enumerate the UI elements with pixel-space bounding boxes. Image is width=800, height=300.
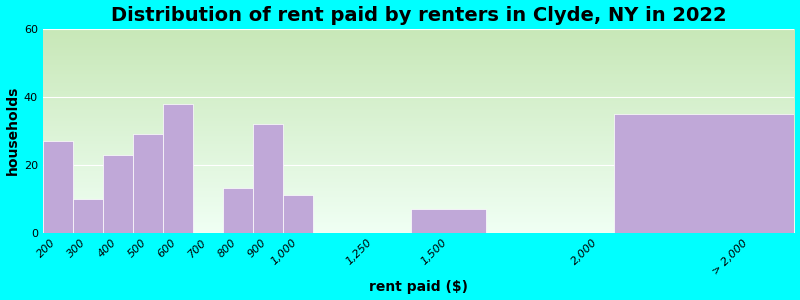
Bar — [223, 188, 253, 232]
Bar — [614, 114, 794, 232]
Bar — [103, 154, 133, 232]
Bar — [42, 141, 73, 232]
Bar — [73, 199, 103, 233]
Bar — [283, 195, 314, 232]
Bar — [253, 124, 283, 232]
Bar — [163, 103, 193, 232]
X-axis label: rent paid ($): rent paid ($) — [369, 280, 468, 294]
Title: Distribution of rent paid by renters in Clyde, NY in 2022: Distribution of rent paid by renters in … — [110, 6, 726, 25]
Y-axis label: households: households — [6, 86, 19, 176]
Bar — [133, 134, 163, 232]
Bar — [411, 209, 486, 232]
